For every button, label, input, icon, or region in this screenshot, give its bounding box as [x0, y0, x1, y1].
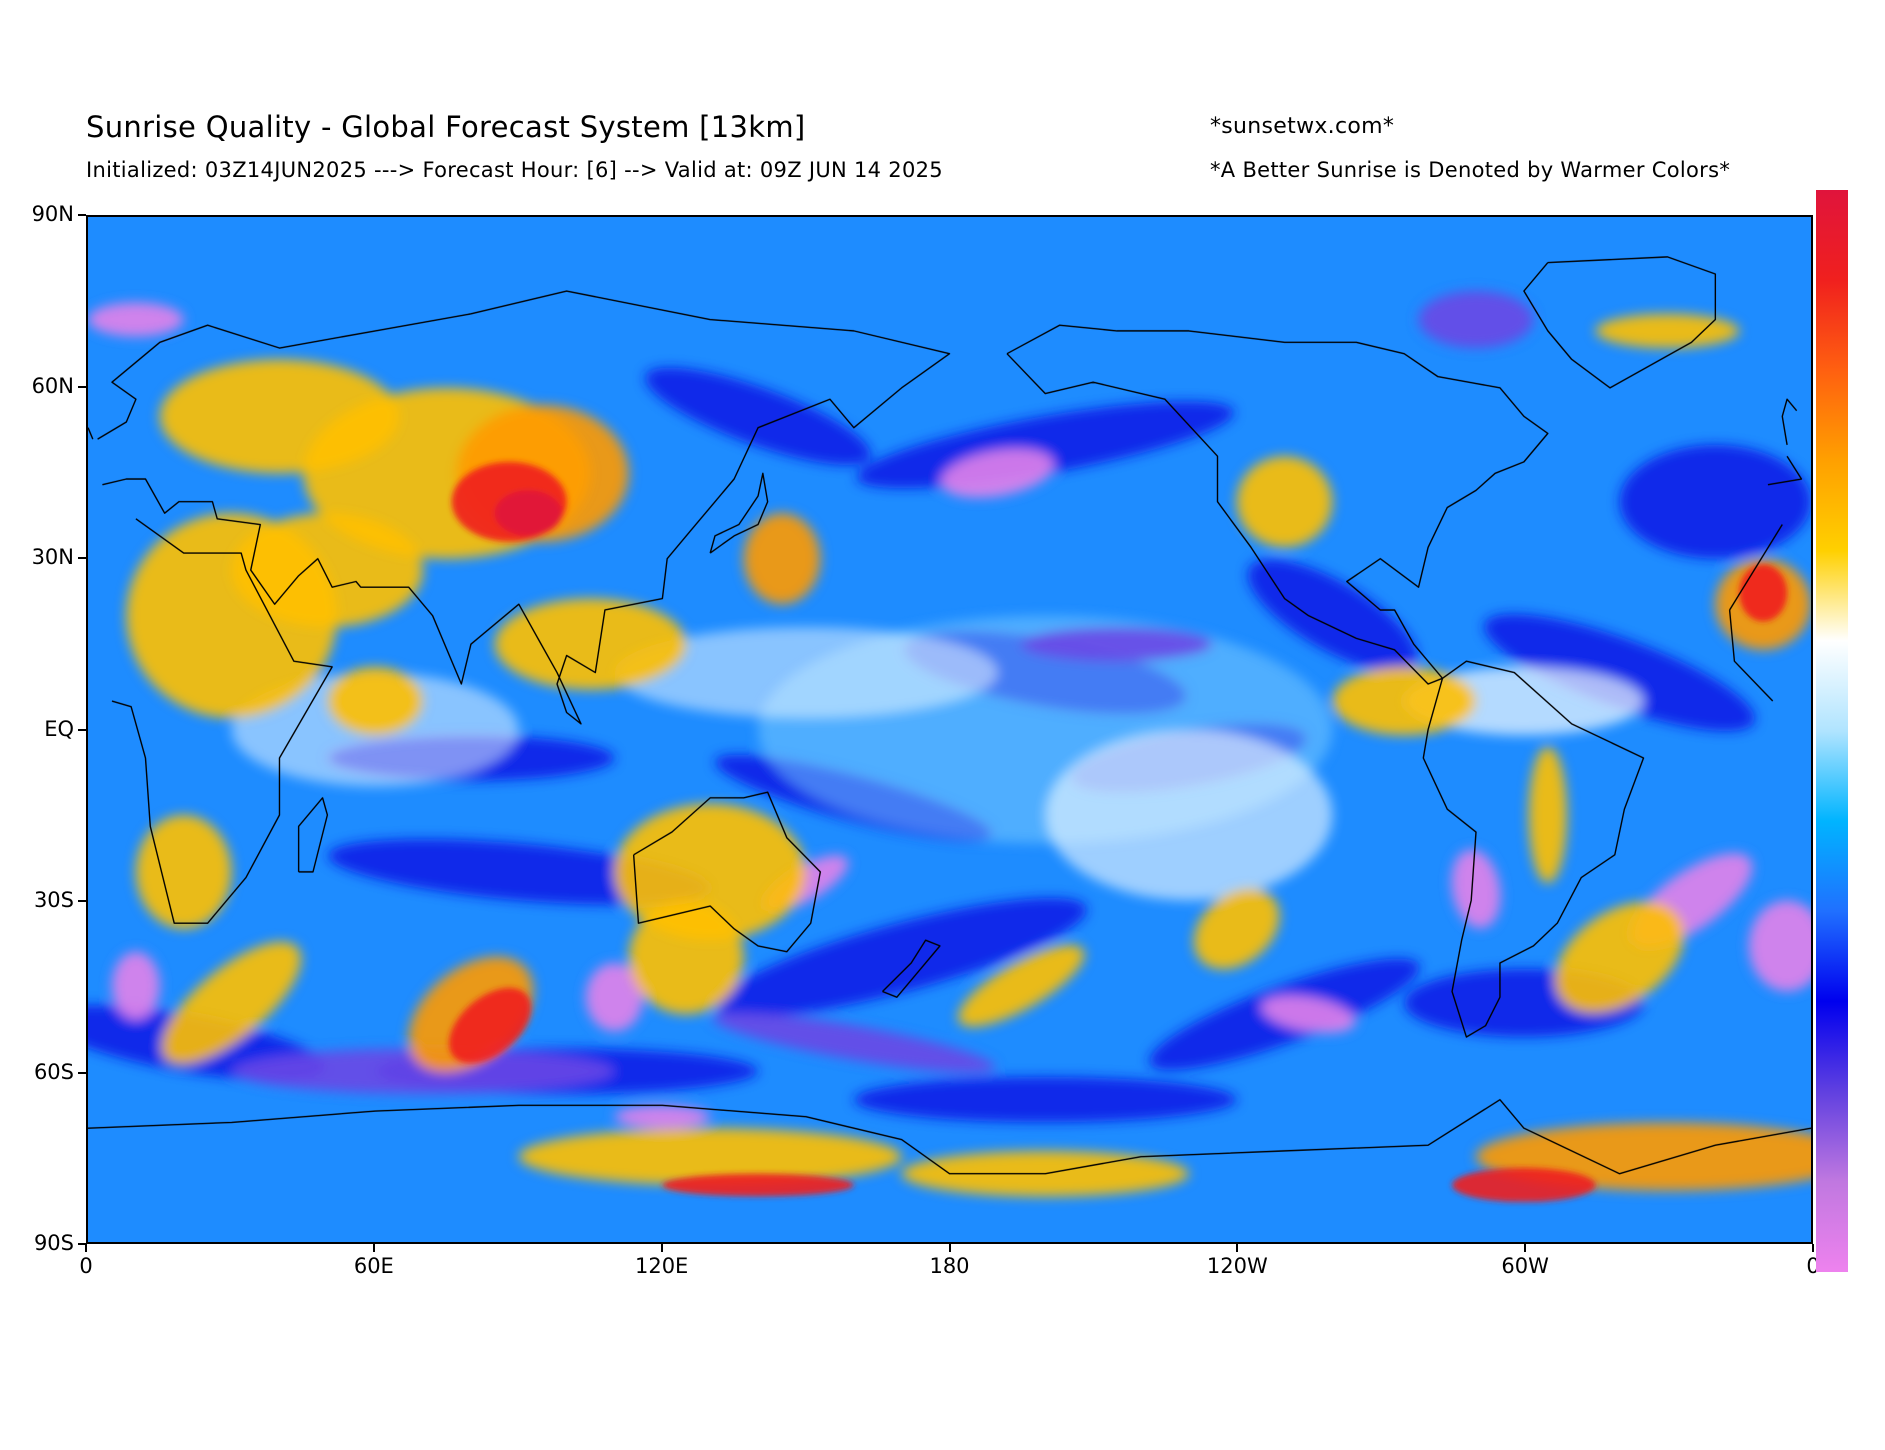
map-panel — [86, 215, 1813, 1244]
colorbar — [1816, 190, 1848, 1272]
field-region — [159, 359, 400, 474]
coastline-nz — [881, 939, 941, 998]
field-region — [88, 302, 184, 337]
field-region — [614, 1105, 711, 1129]
map-title: Sunrise Quality - Global Forecast System… — [86, 110, 806, 144]
lat-tick-label: 60S — [33, 1059, 74, 1084]
field-region — [518, 1128, 902, 1186]
lat-tick-label: 90N — [31, 202, 74, 226]
coastline-japan — [709, 472, 769, 554]
lat-tick — [78, 1243, 86, 1245]
lat-tick-label: 60N — [31, 373, 74, 398]
lon-tick — [1812, 1244, 1814, 1252]
coastline-eurasia — [1767, 455, 1803, 486]
coastline-africa — [1728, 609, 1774, 702]
lat-tick — [78, 728, 86, 731]
coastline-greenland — [1523, 256, 1717, 389]
field-region — [1451, 849, 1501, 929]
lat-tick — [78, 214, 86, 216]
lon-tick — [1524, 1244, 1527, 1252]
coastline-uk — [1781, 398, 1798, 445]
lon-tick-label: 60W — [1501, 1254, 1549, 1278]
coastline-namerica — [1006, 324, 1549, 685]
field-region — [1193, 888, 1280, 970]
lon-tick-label: 60E — [353, 1254, 394, 1278]
field-region — [494, 598, 687, 690]
field-region — [1261, 995, 1356, 1033]
field-region — [1528, 746, 1567, 884]
field-region — [1555, 901, 1684, 1013]
field-region — [1236, 456, 1333, 548]
field-region — [1452, 1167, 1596, 1203]
field-region — [1748, 900, 1811, 992]
coastline-madagascar — [297, 797, 329, 873]
field-region — [328, 838, 710, 905]
field-region — [494, 490, 562, 536]
field-region — [940, 448, 1055, 498]
coastline-australia — [632, 791, 821, 953]
lat-tick-label: EQ — [44, 716, 74, 741]
coastline-africa — [1728, 524, 1783, 611]
coastline-antarctica — [88, 1098, 1811, 1175]
lon-tick — [1236, 1244, 1239, 1252]
lon-tick-label: 120E — [634, 1254, 689, 1278]
field-region — [743, 513, 821, 605]
forecast-info: Initialized: 03Z14JUN2025 ---> Forecast … — [86, 158, 943, 182]
field-region — [1739, 564, 1788, 622]
lat-tick — [78, 900, 86, 902]
field-region — [1595, 313, 1740, 348]
lon-tick-label: 0 — [79, 1254, 93, 1278]
lon-tick — [660, 1244, 663, 1252]
field-region — [1418, 291, 1534, 348]
field-region — [135, 814, 232, 929]
lon-tick-label: 120W — [1206, 1254, 1268, 1278]
field-region — [856, 401, 1234, 489]
field-region — [1332, 666, 1476, 736]
sunrise-quality-map — [88, 217, 1811, 1242]
lon-tick — [372, 1244, 375, 1252]
field-region — [162, 941, 302, 1065]
field-region — [716, 897, 1087, 1017]
field-region — [1484, 613, 1755, 732]
field-region — [1045, 729, 1333, 901]
lon-tick — [948, 1244, 951, 1252]
lon-tick-label: 180 — [929, 1254, 970, 1278]
field-region — [231, 1048, 615, 1094]
field-region — [449, 987, 532, 1064]
coastline-samerica — [1422, 660, 1645, 1038]
field-region — [645, 367, 871, 466]
field-region — [327, 666, 424, 736]
field-region — [111, 951, 160, 1020]
lat-tick — [78, 385, 86, 388]
lon-tick — [85, 1244, 87, 1252]
field-region — [628, 900, 744, 1015]
lat-tick — [78, 557, 86, 559]
field-region — [1021, 627, 1213, 662]
coastline-eurasia — [97, 290, 951, 725]
field-region — [712, 1012, 996, 1073]
source-site: *sunsetwx.com* — [1210, 114, 1395, 139]
lat-tick-label: 90S — [33, 1231, 74, 1255]
field-region — [662, 1173, 854, 1197]
field-region — [1619, 444, 1811, 559]
field-region — [614, 627, 998, 719]
field-region — [853, 1076, 1237, 1123]
lat-tick-label: 30S — [33, 888, 74, 912]
field-region — [958, 944, 1085, 1027]
coastline-uk — [88, 427, 94, 440]
field-region — [585, 962, 644, 1032]
lat-tick — [78, 1071, 86, 1074]
legend-note: *A Better Sunrise is Denoted by Warmer C… — [1210, 158, 1731, 182]
coastline-africa — [111, 518, 333, 924]
lat-tick-label: 30N — [31, 545, 74, 569]
